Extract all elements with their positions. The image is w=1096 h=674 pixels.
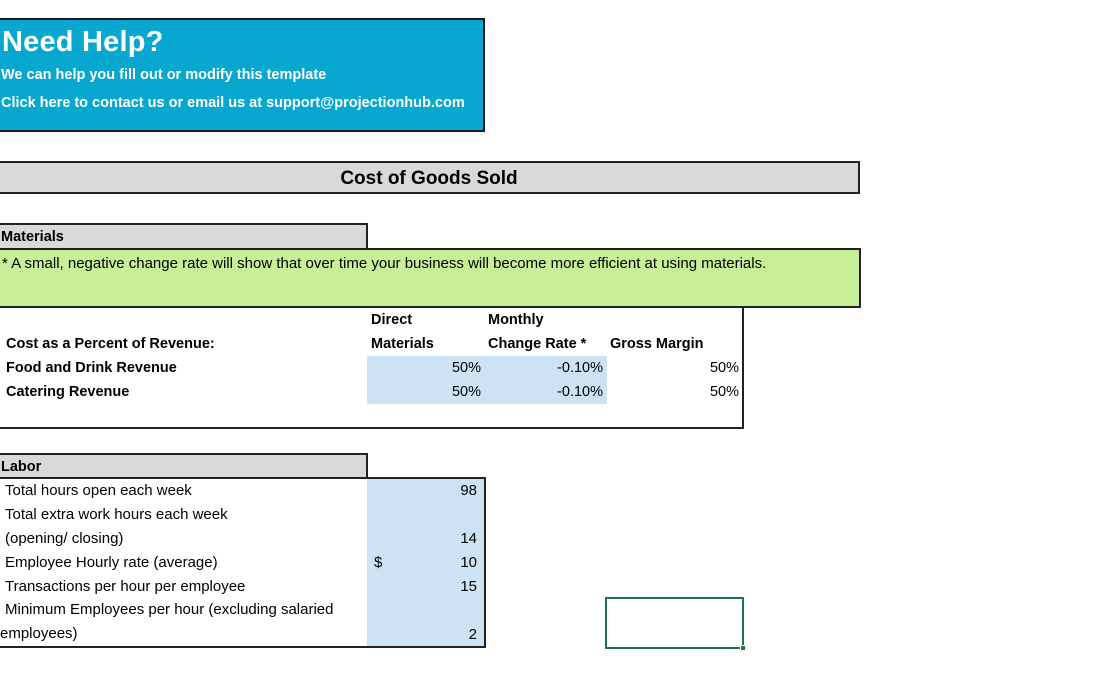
materials-table <box>0 307 744 429</box>
col-direct-line1: Direct <box>371 312 413 328</box>
labor-row-label: (opening/ closing) <box>5 530 124 547</box>
labor-table <box>0 477 486 648</box>
help-subtitle: We can help you fill out or modify this … <box>1 67 327 83</box>
direct-materials-cell[interactable]: 50% <box>451 384 481 400</box>
col-monthly-line2: Change Rate * <box>488 336 587 352</box>
materials-header: Materials <box>0 223 368 250</box>
materials-input-area <box>367 356 607 404</box>
fill-handle[interactable] <box>740 645 746 651</box>
labor-value-cell[interactable]: 98 <box>460 482 477 499</box>
labor-row-label: employees) <box>0 625 78 642</box>
gross-margin-cell: 50% <box>709 360 739 376</box>
help-banner[interactable]: Need Help? We can help you fill out or m… <box>0 18 485 132</box>
help-contact-link[interactable]: Click here to contact us or email us at … <box>1 95 465 111</box>
direct-materials-cell[interactable]: 50% <box>451 360 481 376</box>
currency-symbol: $ <box>374 554 383 571</box>
col-gross-margin: Gross Margin <box>610 336 704 352</box>
col-direct-line2: Materials <box>371 336 434 352</box>
materials-row-label: Catering Revenue <box>6 384 130 400</box>
section-title: Cost of Goods Sold <box>0 161 860 194</box>
gross-margin-cell: 50% <box>709 384 739 400</box>
labor-value-cell[interactable]: 2 <box>468 626 477 643</box>
labor-value-cell[interactable]: 14 <box>460 530 477 547</box>
materials-note: * A small, negative change rate will sho… <box>0 248 861 308</box>
materials-row-label: Food and Drink Revenue <box>6 360 177 376</box>
help-title: Need Help? <box>2 26 164 58</box>
labor-header: Labor <box>0 453 368 479</box>
labor-row-label: Minimum Employees per hour (excluding sa… <box>5 601 334 618</box>
row-label-header: Cost as a Percent of Revenue: <box>6 336 215 352</box>
labor-input-column <box>367 477 485 648</box>
col-monthly-line1: Monthly <box>488 312 544 328</box>
selected-cell[interactable] <box>605 597 744 649</box>
labor-row-label: Total hours open each week <box>5 482 192 499</box>
change-rate-cell[interactable]: -0.10% <box>557 360 603 376</box>
change-rate-cell[interactable]: -0.10% <box>557 384 603 400</box>
labor-row-label: Transactions per hour per employee <box>5 578 246 595</box>
labor-row-label: Employee Hourly rate (average) <box>5 554 218 571</box>
labor-value-cell[interactable]: 10 <box>460 554 477 571</box>
labor-row-label: Total extra work hours each week <box>5 506 228 523</box>
labor-value-cell[interactable]: 15 <box>460 578 477 595</box>
